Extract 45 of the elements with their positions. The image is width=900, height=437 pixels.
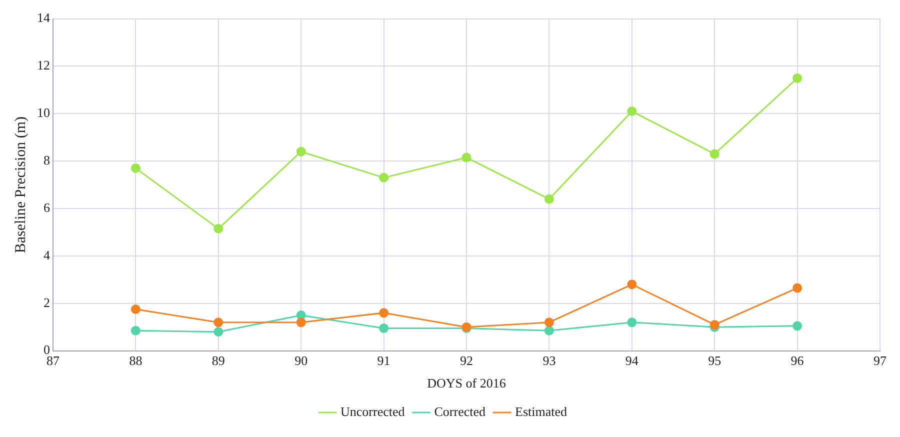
point xyxy=(627,106,637,116)
x-tick-label: 88 xyxy=(129,353,142,368)
legend-label: Uncorrected xyxy=(340,404,406,419)
point xyxy=(214,318,224,328)
point xyxy=(130,163,140,173)
point xyxy=(379,324,389,334)
point xyxy=(214,224,224,234)
point xyxy=(296,146,306,156)
legend-label: Estimated xyxy=(515,404,568,419)
point xyxy=(627,318,637,328)
point xyxy=(130,304,140,314)
point xyxy=(379,308,389,318)
x-tick-label: 95 xyxy=(708,353,722,368)
point xyxy=(710,320,720,330)
point xyxy=(214,327,224,337)
x-tick-label: 89 xyxy=(212,353,225,368)
point xyxy=(792,73,802,83)
x-tick-label: 90 xyxy=(294,353,308,368)
y-tick-label: 14 xyxy=(37,10,50,26)
point xyxy=(710,149,720,159)
point xyxy=(130,326,140,336)
x-tick-label: 91 xyxy=(377,353,390,368)
y-tick-label: 6 xyxy=(44,200,50,215)
x-tick-label: 97 xyxy=(874,353,887,368)
x-axis-title: DOYS of 2016 xyxy=(427,376,506,391)
y-tick-label: 10 xyxy=(37,105,50,120)
legend-label: Corrected xyxy=(434,404,486,419)
point xyxy=(379,172,389,182)
y-tick-label: 8 xyxy=(44,152,50,168)
y-tick-label: 4 xyxy=(44,247,50,262)
point xyxy=(792,321,802,331)
x-tick-label: 96 xyxy=(790,353,804,368)
point xyxy=(462,152,472,162)
point xyxy=(627,280,637,290)
x-tick-label: 94 xyxy=(625,353,639,368)
y-tick-label: 2 xyxy=(44,294,50,310)
y-tick-label: 12 xyxy=(37,58,50,73)
y-axis-title: Baseline Precision (m) xyxy=(12,116,29,254)
point xyxy=(544,318,554,328)
point xyxy=(544,194,554,204)
point xyxy=(544,326,554,336)
point xyxy=(792,283,802,293)
point xyxy=(296,318,306,328)
x-tick-label: 93 xyxy=(542,353,556,368)
x-tick-label: 92 xyxy=(460,353,473,368)
